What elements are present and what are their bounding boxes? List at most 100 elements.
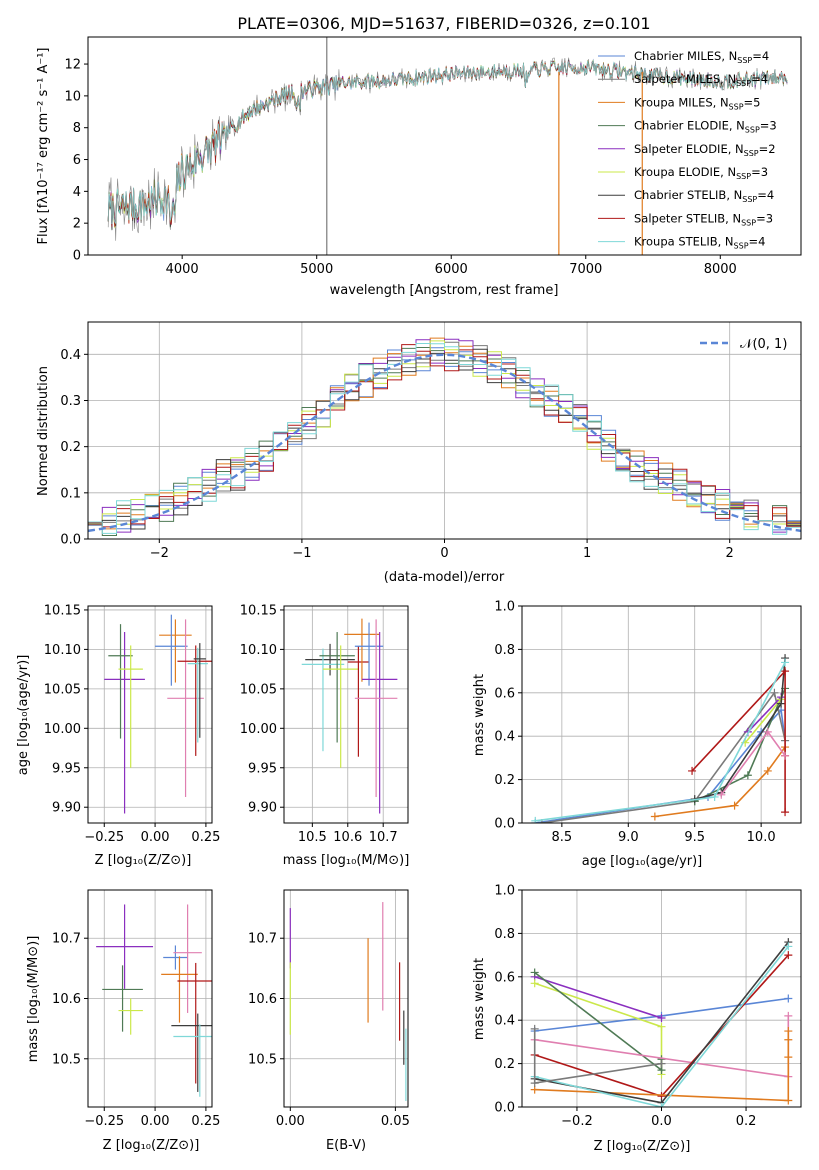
massage-ytick-label: 10.15 [240,603,277,618]
zw-xtick-label: 0.2 [736,1114,757,1129]
weight-marker [784,1011,793,1020]
legend-entry: Chabrier STELIB, NSSP=4 [634,188,774,204]
weight-marker [784,1096,793,1105]
resid-xlabel: (data-model)/error [384,570,505,585]
weight-line [541,690,786,823]
ebv-ytick-label: 10.7 [248,932,277,947]
spectrum-xtick-label: 5000 [300,262,333,277]
agew-xtick-label: 9.0 [618,830,639,845]
zmass-frame [87,889,213,1108]
legend-name: Salpeter STELIB, N [634,211,741,225]
residual-histogram [88,338,801,533]
agew-ytick-label: 0.0 [494,817,515,832]
legend-sub: SSP [742,195,757,204]
weight-marker [743,771,752,780]
resid-ytick-label: 0.4 [60,348,81,363]
weight-marker [781,658,790,667]
zw-lines [530,938,793,1107]
weight-marker [730,801,739,810]
agew-panel: 8.5 9.0 9.5 10.0 0.0 0.2 0.4 0.6 0.8 1.0 [494,600,802,845]
spectrum-ylabel: Flux [fλ10⁻¹⁷ erg cm⁻² s⁻¹ A⁻¹] [36,48,51,245]
weight-marker [770,688,779,697]
resid-ylabel: Normed distribution [36,366,51,496]
massage-ytick-label: 10.10 [240,643,277,658]
weight-marker [530,1079,539,1088]
weight-marker [784,1053,793,1062]
legend-name: Chabrier STELIB, N [634,188,742,202]
legend-name: Kroupa MILES, N [634,95,729,109]
legend-entry: Kroupa ELODIE, NSSP=3 [634,165,768,181]
agew-ytick-label: 0.8 [494,643,515,658]
ebv-points [289,902,407,1101]
spectrum-xlabel: wavelength [Angstrom, rest frame] [330,283,559,298]
spectrum-xtick-label: 6000 [435,262,468,277]
weight-line [744,698,782,744]
weight-marker [657,1022,666,1031]
weight-marker [657,1014,666,1023]
zage-ytick-label: 9.95 [52,761,81,776]
massage-xtick-label: 10.7 [369,830,398,845]
zw-xtick-label: −0.2 [561,1114,593,1129]
zage-ytick-label: 10.05 [44,682,81,697]
zw-ytick-label: 0.6 [494,970,515,985]
weight-marker [763,727,772,736]
weight-line [694,688,786,803]
zmass-xtick-label: −0.25 [84,1114,124,1129]
legend-suffix: =5 [744,95,761,109]
agew-lines [531,654,790,823]
resid-xtick-label: −2 [150,546,169,561]
weight-marker [784,951,793,960]
legend-name: Salpeter MILES, N [634,72,736,86]
massage-points [301,618,398,814]
legend-entry: Chabrier MILES, NSSP=4 [634,49,769,65]
zmass-ytick-label: 10.7 [52,932,81,947]
resid-ytick-label: 0.2 [60,440,81,455]
agew-ytick-label: 1.0 [494,600,515,615]
legend-entry: Kroupa MILES, NSSP=5 [634,95,760,111]
weight-marker [650,812,659,821]
agew-xtick-label: 9.5 [684,830,705,845]
zmass-ylabel: mass [log₁₀(M/M⊙)] [26,936,41,1063]
massage-ytick-label: 9.90 [248,801,277,816]
spectrum-frame [87,36,802,256]
zage-xlabel: Z [log₁₀(Z/Z⊙)] [95,853,192,868]
legend-sub: SSP [736,172,751,181]
resid-ytick-label: 0.0 [60,533,81,548]
zmass-ytick-label: 10.5 [52,1052,81,1067]
zw-frame [521,889,802,1108]
legend-sub: SSP [737,56,752,65]
spectrum-ytick-label: 6 [73,153,81,168]
legend-name: Salpeter ELODIE, N [634,142,744,156]
spectrum-xtick-label: 7000 [569,262,602,277]
ebv-xlabel: E(B-V) [326,1138,366,1153]
legend-suffix: =4 [752,49,769,63]
ebv-frame [283,889,409,1108]
resid-ytick-label: 0.1 [60,486,81,501]
agew-xtick-label: 10.0 [747,830,776,845]
zage-frame [87,605,213,824]
zage-panel: −0.25 0.00 0.25 9.90 9.95 10.00 10.05 10.10 10.1… [44,603,221,845]
weight-marker [531,816,540,823]
massage-panel: 10.5 10.6 10.7 9.90 9.95 10.00 10.05 10.10 10.15 [240,603,409,845]
legend-sub: SSP [741,218,756,227]
spectrum-xtick-label: 4000 [166,262,199,277]
zmass-xtick-label: 0.00 [141,1114,170,1129]
zage-ytick-label: 10.00 [44,722,81,737]
zw-ytick-label: 0.4 [494,1014,515,1029]
massage-frame [283,605,409,824]
legend-sub: SSP [729,102,744,111]
zw-ytick-label: 0.8 [494,927,515,942]
legend-sub: SSP [744,149,759,158]
legend-entry: Chabrier ELODIE, NSSP=3 [634,119,777,135]
weight-marker [784,1035,793,1044]
weight-marker [530,1024,539,1033]
resid-frame [87,321,802,540]
zw-xlabel: Z [log₁₀(Z/Z⊙)] [594,1139,691,1154]
zmass-ytick-label: 10.6 [52,992,81,1007]
zw-ylabel: mass weight [472,958,487,1040]
zw-ytick-label: 0.0 [494,1101,515,1116]
weight-marker [777,699,786,708]
weight-line [534,945,789,1107]
resid-xtick-label: 1 [583,546,591,561]
